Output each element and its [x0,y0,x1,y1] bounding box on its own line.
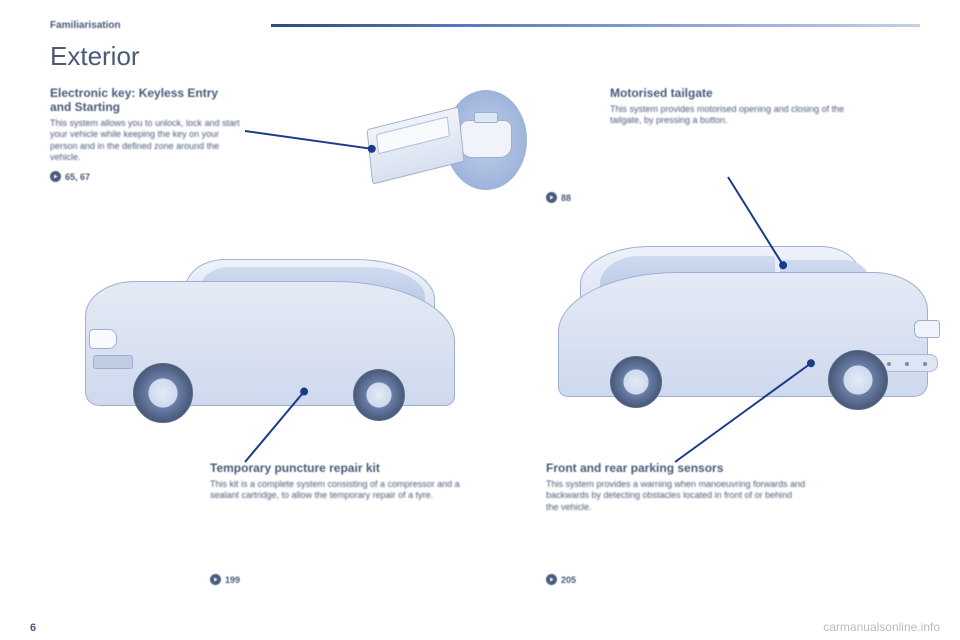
figure-car-rear [540,236,960,441]
section-tailgate: Motorised tailgate This system provides … [610,86,870,127]
keyless-heading: Electronic key: Keyless Entry and Starti… [50,86,240,114]
zone-car-topview [460,120,512,158]
car-rear-wheel-rear [828,350,888,410]
puncture-heading: Temporary puncture repair kit [210,461,460,475]
play-icon [546,574,557,585]
play-icon [50,171,61,182]
header-row: Familiarisation [50,20,920,31]
section-keyless: Electronic key: Keyless Entry and Starti… [50,86,240,182]
parking-heading: Front and rear parking sensors [546,461,806,475]
header-rule [271,24,920,27]
page-title: Exterior [50,41,920,72]
tailgate-heading: Motorised tailgate [610,86,870,100]
page-number: 6 [30,622,36,634]
watermark: carmanualsonline.info [823,620,940,634]
parking-sensor-dot [905,362,909,366]
play-icon [546,192,557,203]
car-front-headlight [89,329,117,349]
car-front-wheel-rear [353,369,405,421]
car-front-grille [93,355,133,369]
keyless-ref-text: 65, 67 [65,172,90,182]
section-puncture: Temporary puncture repair kit This kit i… [210,461,460,502]
figure-keyfob-zone [350,86,530,196]
car-rear-wheel-front [610,356,662,408]
key-fob [367,106,465,184]
figure-car-front [55,251,485,451]
tailgate-ref: 88 [546,192,571,203]
puncture-body: This kit is a complete system consisting… [210,479,460,502]
parking-ref-text: 205 [561,575,576,585]
parking-body: This system provides a warning when mano… [546,479,806,513]
puncture-ref: 199 [210,574,240,585]
content-area: Electronic key: Keyless Entry and Starti… [50,86,920,606]
breadcrumb: Familiarisation [50,20,121,31]
car-front-wheel-front [133,363,193,423]
parking-sensor-dot [887,362,891,366]
puncture-ref-text: 199 [225,575,240,585]
parking-ref: 205 [546,574,576,585]
section-parking: Front and rear parking sensors This syst… [546,461,806,513]
car-rear-taillight [914,320,940,338]
tailgate-body: This system provides motorised opening a… [610,104,870,127]
tailgate-ref-text: 88 [561,193,571,203]
keyless-ref: 65, 67 [50,171,240,182]
keyless-body: This system allows you to unlock, lock a… [50,118,240,163]
parking-sensor-dot [923,362,927,366]
play-icon [210,574,221,585]
